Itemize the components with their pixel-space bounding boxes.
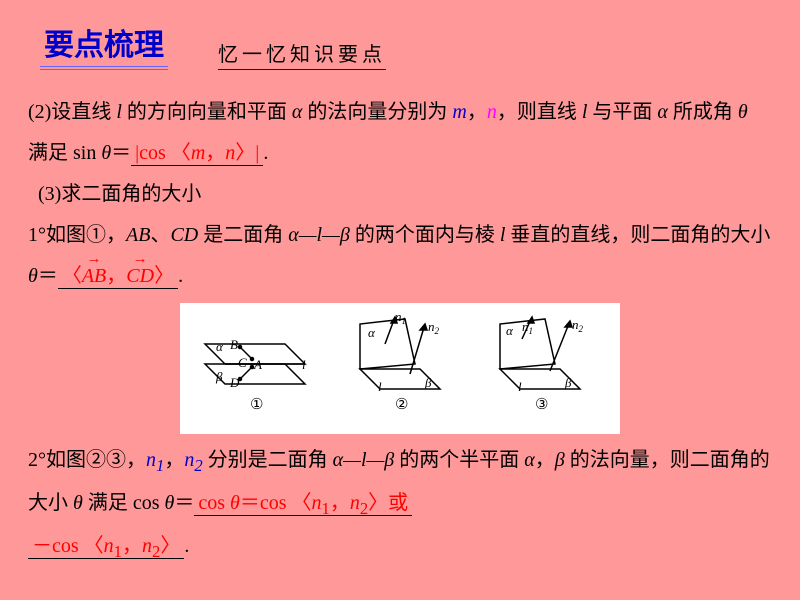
text: ＝: [111, 142, 131, 164]
svg-text:B: B: [230, 337, 238, 352]
answer-2: 〈AB，CD〉: [58, 265, 178, 289]
text: 满足 sin: [28, 142, 101, 164]
text: ＝: [38, 265, 58, 287]
text: 分别是二面角: [203, 449, 333, 471]
text: 是二面角: [198, 224, 288, 246]
answer-3a: cos θ＝cos 〈n1，n2〉或: [194, 492, 412, 516]
var-alpha: α: [657, 101, 668, 123]
text: 所成角: [668, 101, 738, 123]
var-alpha: α: [524, 449, 535, 471]
var-theta: θ: [28, 265, 38, 287]
dihedral: α—l—β: [333, 449, 395, 471]
text: 的法向量分别为: [302, 101, 452, 123]
svg-text:l: l: [378, 379, 382, 394]
para-3: 1°如图①，AB、CD 是二面角 α—l—β 的两个面内与棱 l 垂直的直线，则…: [28, 215, 772, 297]
text: .: [263, 142, 268, 164]
text: 的两个面内与棱: [350, 224, 500, 246]
fig-1: α β B A C D l: [205, 337, 306, 390]
svg-text:n1: n1: [395, 309, 406, 326]
text: ，: [164, 449, 184, 471]
text: 的方向向量和平面: [122, 101, 292, 123]
svg-text:③: ③: [535, 397, 548, 413]
svg-text:D: D: [229, 375, 240, 390]
diagram: α β B A C D l: [180, 303, 620, 434]
var-beta: β: [555, 449, 565, 471]
fig-2: α β l n1 n2: [360, 309, 440, 394]
text: 垂直的直线，则二面角的大小: [505, 224, 770, 246]
text: ，: [535, 449, 555, 471]
diagram-container: α β B A C D l: [28, 303, 772, 434]
var-cd: CD: [170, 224, 198, 246]
var-theta: θ: [73, 492, 83, 514]
svg-text:②: ②: [395, 397, 408, 413]
header-row: 要点梳理 忆一忆知识要点: [28, 20, 772, 70]
svg-text:l: l: [302, 357, 306, 372]
fig-3: α β l n1 n2: [500, 317, 584, 394]
text: 1°如图①，: [28, 224, 126, 246]
slide: 要点梳理 忆一忆知识要点 (2)设直线 l 的方向向量和平面 α 的法向量分别为…: [0, 0, 800, 600]
subtitle: 忆一忆知识要点: [218, 38, 386, 70]
text: .: [184, 535, 189, 557]
dihedral: α—l—β: [288, 224, 350, 246]
body: (2)设直线 l 的方向向量和平面 α 的法向量分别为 m，n，则直线 l 与平…: [28, 92, 772, 570]
svg-text:C: C: [238, 355, 247, 370]
para-1: (2)设直线 l 的方向向量和平面 α 的法向量分别为 m，n，则直线 l 与平…: [28, 92, 772, 174]
answer-1: |cos 〈m，n〉|: [131, 142, 263, 166]
text: 、: [150, 224, 170, 246]
text: 满足 cos: [83, 492, 165, 514]
text: .: [178, 265, 183, 287]
text: ，则直线: [497, 101, 582, 123]
var-ab: AB: [126, 224, 150, 246]
svg-text:β: β: [424, 375, 432, 390]
svg-text:A: A: [253, 357, 262, 372]
text: 2°如图②③，: [28, 449, 146, 471]
text: (3)求二面角的大小: [38, 183, 201, 205]
var-n: n: [487, 101, 497, 123]
text: ，: [467, 101, 487, 123]
var-n2: n2: [184, 449, 202, 471]
text: 与平面: [587, 101, 657, 123]
var-alpha: α: [292, 101, 303, 123]
var-n1: n1: [146, 449, 164, 471]
answer-3b: －cos 〈n1，n2〉: [28, 535, 184, 559]
var-theta: θ: [101, 142, 111, 164]
svg-text:n2: n2: [572, 317, 584, 334]
para-4: 2°如图②③，n1，n2 分别是二面角 α—l—β 的两个半平面 α，β 的法向…: [28, 440, 772, 570]
text: ＝: [174, 492, 194, 514]
para-2: (3)求二面角的大小: [28, 174, 772, 215]
var-theta: θ: [738, 101, 748, 123]
title: 要点梳理: [40, 20, 168, 70]
diagram-svg: α β B A C D l: [190, 309, 610, 417]
text: 的两个半平面: [394, 449, 524, 471]
svg-text:β: β: [215, 369, 223, 384]
var-m: m: [452, 101, 466, 123]
svg-text:l: l: [518, 379, 522, 394]
svg-text:α: α: [506, 323, 514, 338]
var-theta: θ: [165, 492, 175, 514]
text: (2)设直线: [28, 101, 116, 123]
svg-text:β: β: [564, 375, 572, 390]
svg-text:α: α: [216, 339, 224, 354]
svg-text:①: ①: [250, 397, 263, 413]
svg-text:n2: n2: [428, 319, 440, 336]
svg-text:α: α: [368, 325, 376, 340]
